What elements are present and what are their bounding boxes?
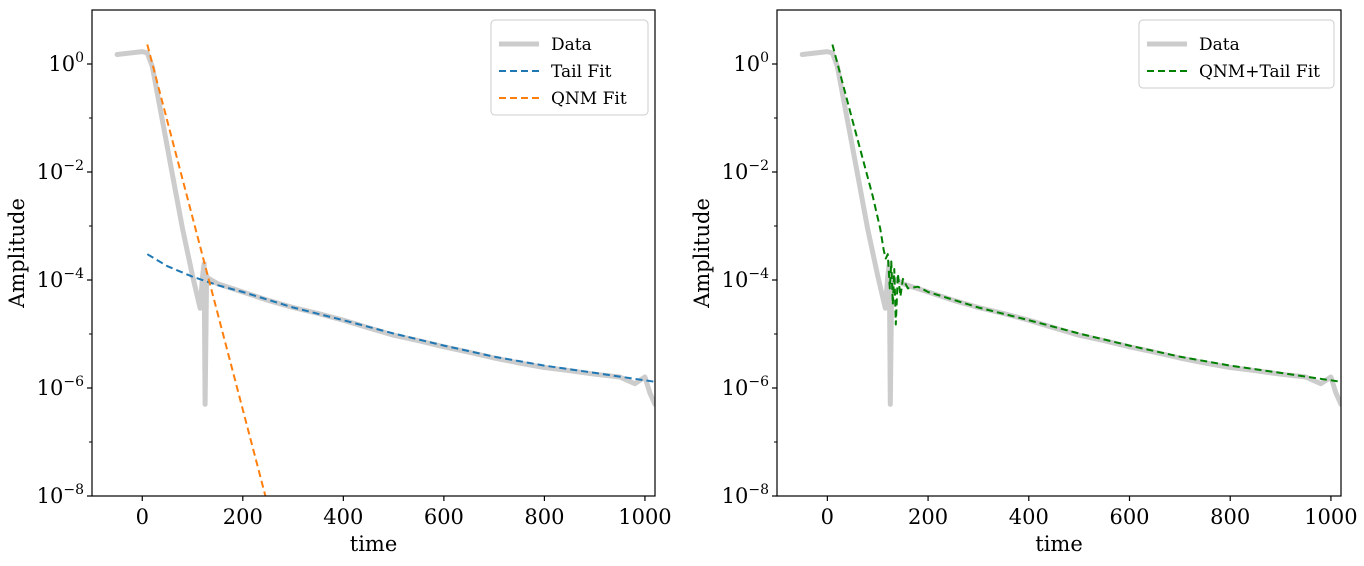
x-tick-label: 0	[821, 505, 834, 529]
y-axis-label: Amplitude	[690, 198, 714, 309]
x-tick-label: 600	[1109, 505, 1149, 529]
legend-label: Data	[551, 35, 592, 55]
x-axis-label: time	[350, 532, 398, 556]
y-tick-label: 100	[48, 50, 84, 76]
y-tick-label: 10−6	[722, 374, 769, 400]
y-tick-label: 10−8	[722, 482, 769, 508]
series-line-qnm-tail-fit	[831, 44, 1341, 383]
y-tick-label: 10−2	[722, 158, 769, 184]
y-tick-label: 100	[733, 50, 769, 76]
x-tick-label: 800	[524, 505, 564, 529]
legend-box	[1138, 19, 1335, 89]
legend: Data Tail Fit QNM Fit	[490, 19, 649, 116]
x-tick-label: 400	[323, 505, 363, 529]
x-tick-label: 600	[424, 505, 464, 529]
series-line-data	[799, 49, 1341, 407]
y-tick-label: 10−8	[37, 482, 84, 508]
axes-frame	[776, 9, 1342, 497]
x-tick-label: 0	[136, 505, 149, 529]
chart-panel-1: 0 200 400 600 800 1000 100 10−2 10−4 10−6 10−8 time…	[5, 9, 672, 556]
y-tick-label: 10−4	[722, 266, 769, 292]
legend-label: Data	[1199, 35, 1240, 55]
y-tick-label: 10−2	[37, 158, 84, 184]
legend-label: QNM+Tail Fit	[1199, 62, 1320, 82]
series-line-qnm-fit	[146, 44, 267, 496]
x-tick-label: 800	[1210, 505, 1250, 529]
series-line-tail-fit	[146, 253, 655, 383]
legend-label: Tail Fit	[551, 62, 612, 82]
x-tick-label: 200	[908, 505, 948, 529]
y-tick-label: 10−6	[37, 374, 84, 400]
plot-area	[114, 44, 655, 496]
axes-frame	[91, 9, 656, 497]
x-tick-label: 200	[223, 505, 263, 529]
x-tick-label: 400	[1009, 505, 1049, 529]
x-tick-label: 1000	[618, 505, 671, 529]
x-axis-label: time	[1035, 532, 1083, 556]
y-tick-label: 10−4	[37, 266, 84, 292]
legend: Data QNM+Tail Fit	[1138, 19, 1335, 89]
x-tick-label: 1000	[1304, 505, 1357, 529]
chart-panel-2: 0 200 400 600 800 1000 100 10−2 10−4 10−6 10−8 time…	[690, 9, 1358, 556]
plot-area	[799, 44, 1341, 407]
y-axis-label: Amplitude	[5, 198, 29, 309]
legend-label: QNM Fit	[551, 89, 627, 109]
